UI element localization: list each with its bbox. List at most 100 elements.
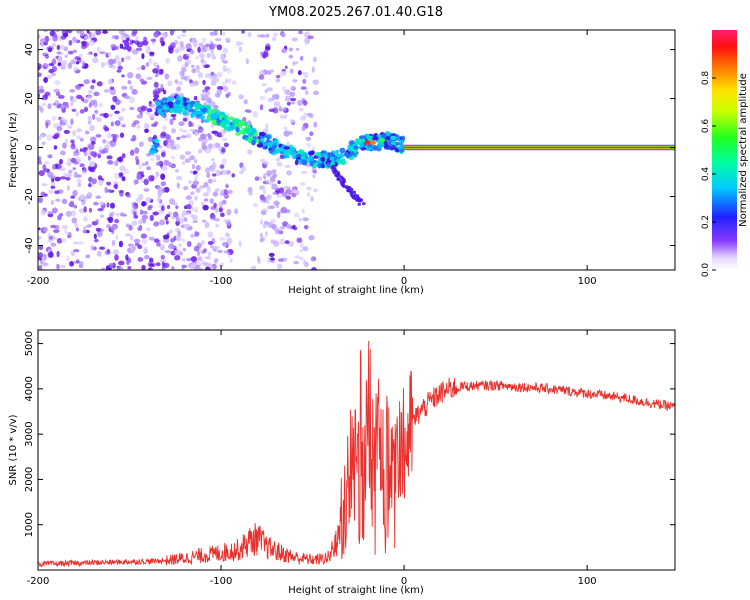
spectrogram-noise-blob xyxy=(264,89,268,94)
spectrogram-noise-blob xyxy=(219,236,226,241)
spectrogram-noise-blob xyxy=(152,89,158,96)
spectrogram-ridge-blob xyxy=(273,150,279,154)
spectrogram-ridge-blob xyxy=(309,160,314,167)
spectrogram-noise-blob xyxy=(56,250,60,258)
snr-y-tick-label: 2000 xyxy=(24,467,35,492)
spectrogram-noise-blob xyxy=(125,223,130,228)
spectrogram-ridge-blob xyxy=(395,141,400,146)
spectrogram-noise-blob xyxy=(126,194,131,198)
spectrogram-noise-blob xyxy=(130,138,135,142)
spectrogram-noise-blob xyxy=(106,202,110,208)
spectrogram-noise-blob xyxy=(80,97,85,102)
spectrogram-noise-blob xyxy=(148,58,153,64)
spectrogram-noise-blob xyxy=(72,241,79,245)
spectrogram-noise-blob xyxy=(38,227,41,231)
spectrogram-noise-blob xyxy=(139,141,144,147)
spectrogram-ridge-blob xyxy=(148,149,155,155)
spectrogram-ridge-blob xyxy=(320,156,326,162)
spectrogram-ridge-blob xyxy=(380,133,387,139)
spectrogram-noise-blob xyxy=(73,161,79,165)
spectrogram-ridge-blob xyxy=(353,148,359,155)
spectrogram-noise-blob xyxy=(189,79,193,84)
spectrogram-noise-blob xyxy=(201,37,206,43)
spectrogram-noise-blob xyxy=(92,57,99,64)
spectrogram-noise-blob xyxy=(169,118,174,126)
spectrogram-content xyxy=(38,30,675,270)
spectrogram-noise-blob xyxy=(38,245,44,251)
spectrogram-noise-blob xyxy=(67,125,73,129)
spectrogram-noise-blob xyxy=(153,238,160,243)
spectrogram-branch-blob xyxy=(340,177,345,181)
spectrogram-noise-blob xyxy=(207,178,213,184)
spectrogram-noise-blob xyxy=(44,160,50,165)
spectrogram-noise-blob xyxy=(50,224,56,229)
spectrogram-noise-blob xyxy=(56,125,63,132)
spectrogram-noise-blob xyxy=(125,233,131,237)
spectrogram-noise-blob xyxy=(90,136,97,142)
spectrogram-ridge-blob xyxy=(181,109,186,113)
spectrogram-y-tick-label: 20 xyxy=(24,92,35,105)
spectrogram-ridge-blob xyxy=(241,120,246,126)
spectrogram-peak-blob xyxy=(370,140,376,145)
spectrogram-noise-blob xyxy=(121,176,126,182)
spectrogram-noise-blob xyxy=(143,178,149,186)
spectrogram-noise-blob xyxy=(193,245,200,252)
spectrogram-noise-blob xyxy=(106,224,111,229)
spectrogram-noise-blob xyxy=(118,116,124,121)
spectrogram-noise-blob xyxy=(139,78,145,83)
spectrogram-ridge-blob xyxy=(194,107,199,112)
spectrogram-noise-blob xyxy=(156,154,161,161)
spectrogram-noise-blob xyxy=(55,198,61,202)
spectrogram-noise-blob xyxy=(221,147,226,153)
spectrogram-noise-blob xyxy=(56,44,61,51)
spectrogram-noise-blob xyxy=(204,256,210,260)
spectrogram-noise-blob xyxy=(172,116,176,121)
spectrogram-noise-blob xyxy=(192,41,198,48)
spectrogram-noise-blob xyxy=(134,147,140,154)
spectrogram-noise-blob xyxy=(289,119,296,123)
spectrogram-branch-blob xyxy=(336,177,340,181)
spectrogram-noise-blob xyxy=(89,100,95,106)
spectrogram-noise-blob xyxy=(125,55,131,61)
spectrogram-noise-blob xyxy=(283,126,288,130)
spectrogram-noise-blob xyxy=(115,234,119,240)
spectrogram-noise-blob xyxy=(272,36,277,42)
spectrogram-noise-blob xyxy=(209,40,213,46)
spectrogram-ridge-blob xyxy=(228,125,235,131)
spectrogram-noise-blob xyxy=(296,47,300,51)
spectrogram-noise-blob xyxy=(164,73,170,80)
spectrogram-noise-blob xyxy=(222,47,228,54)
spectrogram-noise-blob xyxy=(306,142,311,148)
spectrogram-noise-blob xyxy=(53,33,58,39)
spectrogram-noise-blob xyxy=(90,84,95,90)
spectrogram-noise-blob xyxy=(131,220,138,226)
spectrogram-noise-blob xyxy=(75,227,79,232)
spectrogram-noise-blob xyxy=(160,254,165,260)
spectrogram-noise-blob xyxy=(212,173,217,177)
spectrogram-noise-blob xyxy=(76,174,82,178)
spectrogram-noise-blob xyxy=(195,173,199,180)
spectrogram-noise-blob xyxy=(54,80,61,86)
spectrogram-noise-blob xyxy=(227,189,233,194)
spectrogram-noise-blob xyxy=(153,81,159,88)
spectrogram-noise-blob xyxy=(119,132,125,138)
spectrogram-noise-blob xyxy=(234,208,239,215)
spectrogram-noise-blob xyxy=(109,86,115,90)
spectrogram-noise-blob xyxy=(60,44,65,51)
spectrogram-noise-blob xyxy=(72,167,76,171)
spectrogram-noise-blob xyxy=(126,37,130,42)
spectrogram-noise-blob xyxy=(83,206,87,213)
spectrogram-noise-blob xyxy=(102,139,106,144)
spectrogram-noise-blob xyxy=(239,41,243,46)
spectrogram-noise-blob xyxy=(48,189,54,195)
spectrogram-noise-blob xyxy=(162,89,167,95)
spectrogram-noise-blob xyxy=(215,169,221,177)
spectrogram-noise-blob xyxy=(120,34,125,41)
spectrogram-noise-blob xyxy=(225,93,230,98)
spectrogram-noise-blob xyxy=(176,136,181,140)
spectrogram-noise-blob xyxy=(77,182,82,188)
spectrogram-noise-blob xyxy=(265,33,270,38)
spectrogram-noise-blob xyxy=(178,41,184,46)
spectrogram-noise-blob xyxy=(74,222,79,228)
spectrogram-noise-blob xyxy=(183,223,191,228)
